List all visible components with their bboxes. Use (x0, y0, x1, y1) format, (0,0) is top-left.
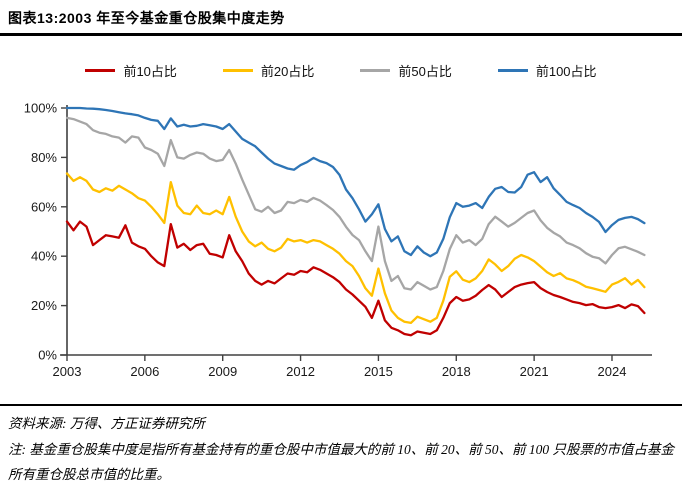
y-tick-label: 20% (31, 298, 57, 313)
y-tick-label: 60% (31, 199, 57, 214)
legend-item-0: 前10占比 (85, 61, 177, 80)
legend-item-1: 前20占比 (222, 61, 315, 80)
footer-divider (0, 404, 682, 406)
legend-label: 前10占比 (123, 64, 177, 79)
source-note: 资料来源: 万得、方正证券研究所 (8, 416, 205, 431)
legend-label: 前20占比 (260, 64, 315, 79)
x-tick-label: 2024 (598, 364, 627, 379)
x-tick-label: 2012 (286, 364, 315, 379)
legend-line-swatch (222, 69, 253, 72)
series-line-1 (65, 172, 646, 325)
y-tick-label: 40% (31, 249, 57, 264)
legend-label: 前50占比 (398, 64, 452, 79)
legend-line-swatch (85, 69, 116, 72)
y-tick-label: 80% (31, 150, 57, 165)
legend-label: 前100占比 (535, 64, 597, 79)
legend-line-swatch (497, 69, 528, 72)
y-tick-label: 0% (38, 348, 57, 363)
chart-area: 0% 20% 40% 60% 80% 100% 2003 2006 2009 2012 2015 20… (0, 88, 682, 390)
series-line-3 (65, 106, 646, 258)
series-line-0 (65, 220, 646, 337)
legend-line-swatch (360, 69, 391, 72)
y-tick-label: 100% (24, 101, 58, 116)
x-tick-label: 2006 (130, 364, 159, 379)
x-tick-label: 2015 (364, 364, 393, 379)
definition-note: 注: 基金重仓股集中度是指所有基金持有的重仓股中市值最大的前 10、前 20、前… (8, 442, 674, 482)
chart-legend: 前10占比 前20占比 前50占比 前100占比 (0, 61, 682, 80)
title-divider (0, 33, 682, 36)
x-tick-label: 2021 (520, 364, 549, 379)
x-tick-label: 2003 (53, 364, 82, 379)
series-line-2 (65, 116, 646, 291)
x-tick-label: 2009 (208, 364, 237, 379)
legend-item-3: 前100占比 (497, 61, 597, 80)
legend-item-2: 前50占比 (360, 61, 452, 80)
page-title: 图表13:2003 年至今基金重仓股集中度走势 (8, 10, 285, 26)
concentration-line-chart: 0% 20% 40% 60% 80% 100% 2003 2006 2009 2012 2015 20… (24, 101, 652, 379)
x-tick-label: 2018 (442, 364, 471, 379)
